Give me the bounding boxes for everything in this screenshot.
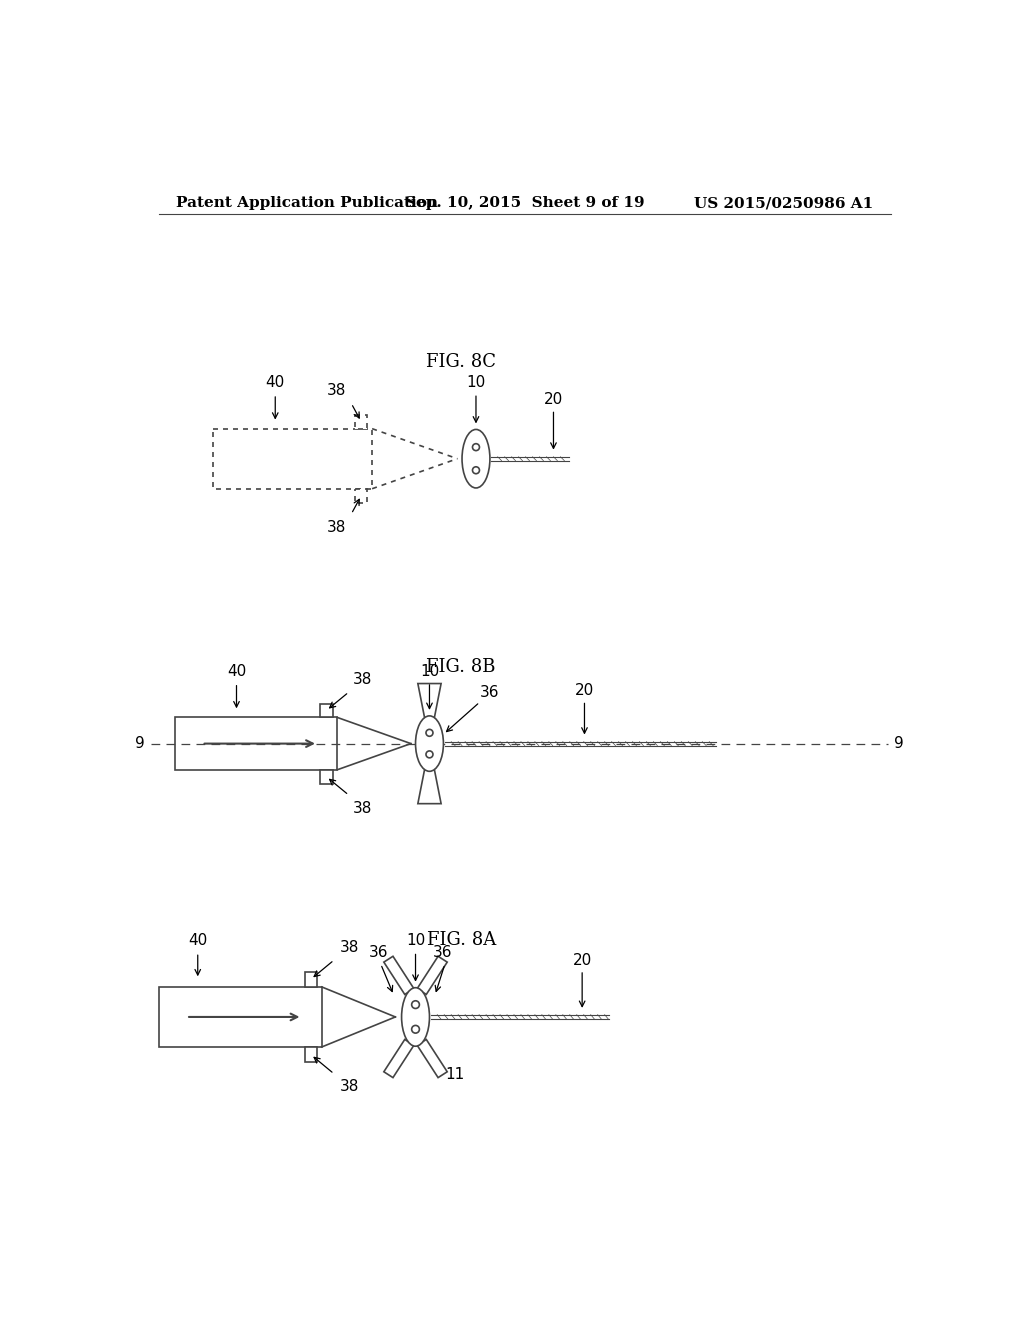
Bar bbox=[321, 704, 333, 718]
Circle shape bbox=[412, 1001, 420, 1008]
Text: 20: 20 bbox=[544, 392, 563, 407]
Text: 9: 9 bbox=[135, 737, 145, 751]
Text: 20: 20 bbox=[572, 953, 592, 968]
Text: 10: 10 bbox=[420, 664, 439, 678]
Circle shape bbox=[472, 444, 479, 450]
Polygon shape bbox=[384, 956, 414, 994]
FancyBboxPatch shape bbox=[213, 429, 372, 488]
Text: Patent Application Publication: Patent Application Publication bbox=[176, 197, 438, 210]
Bar bbox=[305, 972, 317, 987]
Text: 40: 40 bbox=[227, 664, 246, 678]
Text: 36: 36 bbox=[433, 945, 453, 960]
Text: 38: 38 bbox=[340, 1080, 359, 1094]
Text: 40: 40 bbox=[188, 933, 208, 948]
Circle shape bbox=[412, 1026, 420, 1034]
Ellipse shape bbox=[401, 987, 429, 1047]
Ellipse shape bbox=[462, 429, 489, 488]
Text: 10: 10 bbox=[466, 375, 485, 391]
FancyBboxPatch shape bbox=[159, 987, 322, 1047]
Text: 38: 38 bbox=[352, 800, 372, 816]
Bar bbox=[355, 414, 368, 429]
FancyBboxPatch shape bbox=[174, 718, 337, 770]
Circle shape bbox=[426, 730, 433, 737]
Text: FIG. 8A: FIG. 8A bbox=[427, 931, 496, 949]
Text: 20: 20 bbox=[574, 684, 594, 698]
Text: Sep. 10, 2015  Sheet 9 of 19: Sep. 10, 2015 Sheet 9 of 19 bbox=[404, 197, 645, 210]
Polygon shape bbox=[384, 1039, 414, 1077]
Text: 36: 36 bbox=[480, 685, 500, 701]
Text: 38: 38 bbox=[340, 940, 359, 954]
Polygon shape bbox=[417, 1039, 447, 1077]
Text: FIG. 8C: FIG. 8C bbox=[426, 354, 497, 371]
Text: 38: 38 bbox=[327, 520, 346, 535]
Text: 38: 38 bbox=[352, 672, 372, 686]
Text: 40: 40 bbox=[265, 375, 285, 391]
Text: 10: 10 bbox=[406, 933, 425, 948]
Text: FIG. 8B: FIG. 8B bbox=[427, 657, 496, 676]
Bar bbox=[355, 488, 368, 503]
Polygon shape bbox=[418, 684, 441, 719]
Text: 38: 38 bbox=[327, 383, 346, 397]
Polygon shape bbox=[417, 956, 447, 994]
Bar bbox=[305, 1047, 317, 1063]
Circle shape bbox=[472, 467, 479, 474]
Text: 9: 9 bbox=[894, 737, 903, 751]
Bar bbox=[321, 770, 333, 784]
Polygon shape bbox=[418, 768, 441, 804]
Text: 36: 36 bbox=[369, 945, 388, 960]
Text: 11: 11 bbox=[445, 1067, 464, 1082]
Ellipse shape bbox=[416, 715, 443, 771]
Circle shape bbox=[426, 751, 433, 758]
Text: US 2015/0250986 A1: US 2015/0250986 A1 bbox=[694, 197, 873, 210]
